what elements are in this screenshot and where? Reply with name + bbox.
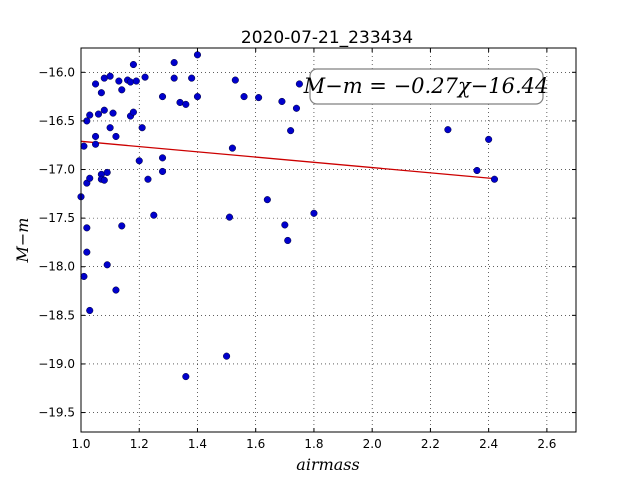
data-point xyxy=(135,157,143,165)
y-axis-label: M−m xyxy=(13,218,32,264)
chart-title: 2020-07-21_233434 xyxy=(241,28,413,48)
data-point xyxy=(485,135,493,143)
data-point xyxy=(118,222,126,230)
plot-frame xyxy=(80,47,577,433)
data-point xyxy=(223,352,231,360)
y-tick-label: −17.0 xyxy=(38,163,75,177)
data-point xyxy=(100,176,108,184)
data-point xyxy=(80,272,88,281)
y-tick-label: −19.0 xyxy=(38,357,75,371)
data-point xyxy=(158,93,167,101)
data-point xyxy=(103,168,111,176)
x-tick-label: 1.0 xyxy=(71,437,90,451)
y-tick-label: −19.5 xyxy=(38,406,75,420)
data-point xyxy=(144,175,152,183)
data-point xyxy=(170,74,178,82)
x-tick-label: 2.4 xyxy=(479,437,498,451)
data-point xyxy=(193,93,202,101)
data-point xyxy=(92,140,100,148)
data-point xyxy=(97,89,105,97)
fit-equation-frame xyxy=(309,68,544,105)
data-point xyxy=(255,94,263,102)
fit-equation-text: M−m = −0.27χ−16.44 xyxy=(303,74,549,98)
data-point xyxy=(225,213,234,221)
data-point xyxy=(158,167,167,176)
y-tick-label: −16.5 xyxy=(38,114,75,128)
data-point xyxy=(92,80,100,88)
data-point xyxy=(490,175,499,183)
x-tick-label: 1.6 xyxy=(246,437,265,451)
y-tick-label: −18.5 xyxy=(38,308,75,322)
data-point xyxy=(188,74,196,82)
data-points xyxy=(77,51,499,381)
data-point xyxy=(231,76,239,84)
fit-line xyxy=(80,140,495,180)
data-point xyxy=(80,142,88,150)
data-point xyxy=(170,59,178,67)
fit-equation-box: M−m = −0.27χ−16.44 xyxy=(303,68,549,105)
data-point xyxy=(109,109,117,117)
y-tick-label: −17.5 xyxy=(38,211,75,225)
data-point xyxy=(94,110,103,118)
data-point xyxy=(86,306,94,315)
data-point xyxy=(182,373,190,381)
x-tick-label: 2.2 xyxy=(421,437,440,451)
data-point xyxy=(284,236,292,245)
data-point xyxy=(473,166,481,175)
data-point xyxy=(193,51,202,59)
data-point xyxy=(292,104,301,112)
data-point xyxy=(158,154,167,162)
data-point xyxy=(138,124,146,132)
data-point xyxy=(115,77,123,85)
y-tick-label: −18.0 xyxy=(38,260,75,274)
grid-lines xyxy=(80,48,576,432)
x-tick-label: 2.6 xyxy=(537,437,556,451)
data-point xyxy=(112,286,120,294)
data-point xyxy=(92,132,100,141)
data-point xyxy=(295,80,303,88)
data-point xyxy=(228,144,236,152)
data-point xyxy=(278,97,286,106)
data-point xyxy=(86,174,94,182)
data-point xyxy=(112,132,120,141)
data-point xyxy=(182,100,190,108)
data-point xyxy=(100,106,108,114)
x-tick-label: 1.2 xyxy=(130,437,149,451)
data-point xyxy=(129,108,137,116)
data-point xyxy=(103,261,111,269)
data-point xyxy=(150,211,158,219)
data-point xyxy=(281,221,289,229)
fit-line-group xyxy=(80,140,495,180)
data-point xyxy=(310,209,318,217)
data-point xyxy=(287,127,295,135)
data-point xyxy=(86,111,94,119)
data-point xyxy=(83,224,91,232)
data-point xyxy=(132,77,140,85)
data-point xyxy=(83,248,91,256)
data-point xyxy=(444,126,452,134)
data-point xyxy=(106,124,114,132)
data-point xyxy=(141,73,149,81)
x-tick-label: 1.4 xyxy=(188,437,207,451)
y-tick-label: −16.0 xyxy=(38,65,75,79)
data-point xyxy=(118,86,126,94)
data-point xyxy=(240,93,248,101)
data-point xyxy=(129,60,137,69)
axis-ticks: 1.0 1.2 1.4 1.6 1.8 2.0 2.2 2.4 2.6 −16.0 −16.5 −17… xyxy=(38,48,576,451)
x-axis-label: airmass xyxy=(296,455,359,474)
data-point xyxy=(106,72,114,80)
x-tick-label: 1.8 xyxy=(304,437,323,451)
data-point xyxy=(126,78,135,86)
x-tick-label: 2.0 xyxy=(363,437,382,451)
data-point xyxy=(263,196,271,204)
